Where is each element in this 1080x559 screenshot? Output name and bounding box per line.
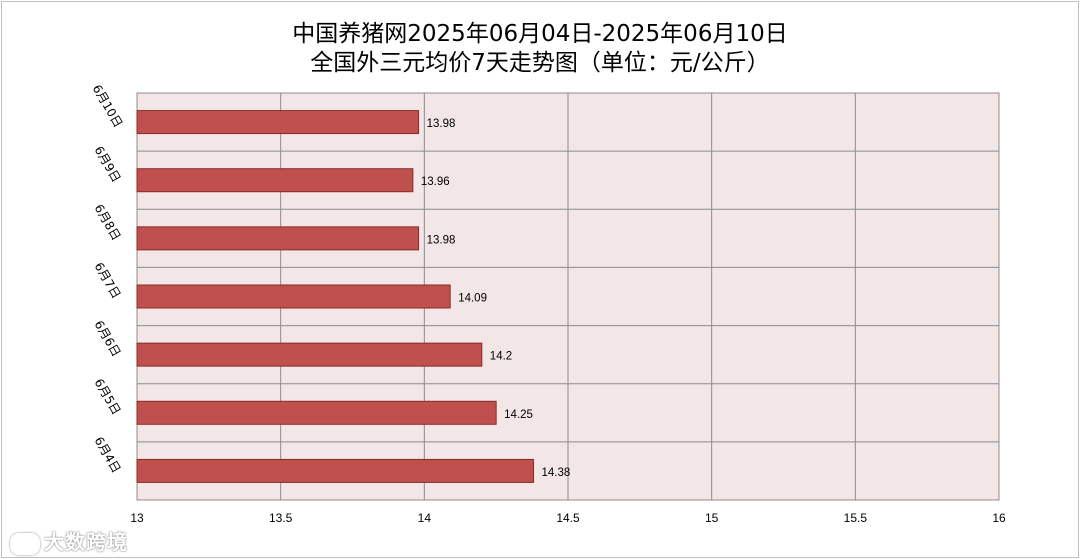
data-label: 14.25 [504,409,533,421]
x-tick-label: 16 [992,511,1006,525]
chart-title-line2: 全国外三元均价7天走势图（单位：元/公斤） [310,50,770,76]
x-tick-label: 13 [130,511,144,525]
data-label: 13.98 [427,118,456,130]
x-tick-label: 15.5 [844,511,868,525]
category-label: 6月5日 [92,376,124,417]
category-label: 6月6日 [92,318,124,359]
category-label: 6月4日 [92,434,124,475]
category-label: 6月7日 [92,260,124,301]
x-tick-label: 13.5 [269,511,293,525]
watermark-text: 大数跨境 [44,530,128,554]
watermark-logo-icon [10,532,40,555]
bar [136,400,497,425]
bar [136,226,420,251]
bar [136,284,451,309]
x-tick-label: 15 [705,511,719,525]
data-label: 14.38 [542,467,571,479]
category-label: 6月9日 [92,144,124,185]
data-label: 13.98 [427,234,456,246]
bar [136,168,414,193]
data-label: 14.09 [458,293,487,305]
x-tick-label: 14.5 [556,511,580,525]
bar [136,458,535,483]
category-label: 6月8日 [92,202,124,243]
bar [136,110,420,135]
watermark: 大数跨境 [10,526,128,555]
category-label: 6月10日 [90,82,126,130]
data-label: 14.2 [490,351,512,363]
chart-title-line1: 中国养猪网2025年06月04日-2025年06月10日 [292,21,788,47]
x-tick-label: 14 [418,511,432,525]
bar [136,342,483,367]
data-label: 13.96 [421,176,450,188]
